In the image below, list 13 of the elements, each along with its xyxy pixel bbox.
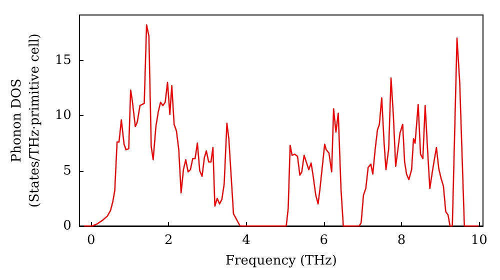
x-tick-label: 2: [164, 233, 173, 248]
y-tick-label: 15: [54, 52, 72, 68]
x-tick-label: 4: [242, 233, 250, 248]
y-tick-label: 5: [63, 163, 72, 178]
x-tick-label: 10: [470, 233, 488, 248]
y-axis-title: Phonon DOS (States/THz·primitive cell): [10, 33, 42, 208]
y-tick-label: 0: [63, 218, 72, 234]
y-tick-label: 10: [54, 108, 72, 124]
x-axis-title: Frequency (THz): [225, 254, 337, 268]
x-tick-label: 6: [320, 233, 328, 248]
x-tick-label: 0: [86, 233, 96, 248]
line-series: [83, 24, 480, 227]
x-tick-label: 8: [397, 233, 406, 248]
